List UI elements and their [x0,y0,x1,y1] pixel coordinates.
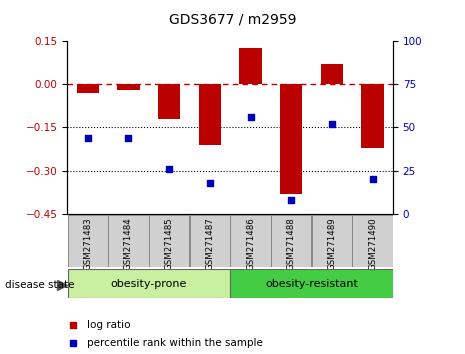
Bar [271,215,312,267]
Text: GSM271488: GSM271488 [287,217,296,270]
Point [206,180,213,186]
Point [328,121,336,127]
Text: GSM271485: GSM271485 [165,217,173,270]
Text: log ratio: log ratio [87,320,131,330]
Bar [239,48,262,84]
Bar [321,64,343,84]
Text: GDS3677 / m2959: GDS3677 / m2959 [169,12,296,27]
Point [84,135,92,141]
Text: GSM271486: GSM271486 [246,217,255,270]
Text: GSM271490: GSM271490 [368,217,377,270]
Bar [312,215,352,267]
Bar [199,84,221,145]
Text: disease state: disease state [5,280,74,290]
Bar [190,215,230,267]
Point [69,340,76,346]
Bar [77,84,99,93]
Text: percentile rank within the sample: percentile rank within the sample [87,338,263,348]
Text: GSM271489: GSM271489 [327,217,336,270]
Point [166,166,173,172]
Bar [67,269,230,298]
Text: GSM271487: GSM271487 [206,217,214,270]
Point [69,322,76,328]
Bar [361,84,384,148]
Point [125,135,132,141]
Text: GSM271484: GSM271484 [124,217,133,270]
Bar [352,215,393,267]
Text: obesity-prone: obesity-prone [111,279,187,289]
Text: GSM271483: GSM271483 [83,217,92,270]
Bar [280,84,302,194]
Bar [117,84,140,90]
Bar [149,215,189,267]
Bar [230,269,393,298]
Bar [108,215,149,267]
Point [369,177,376,182]
Bar [158,84,180,119]
Bar [67,215,108,267]
Point [287,198,295,203]
Text: obesity-resistant: obesity-resistant [265,279,358,289]
Bar [230,215,271,267]
Point [247,114,254,120]
